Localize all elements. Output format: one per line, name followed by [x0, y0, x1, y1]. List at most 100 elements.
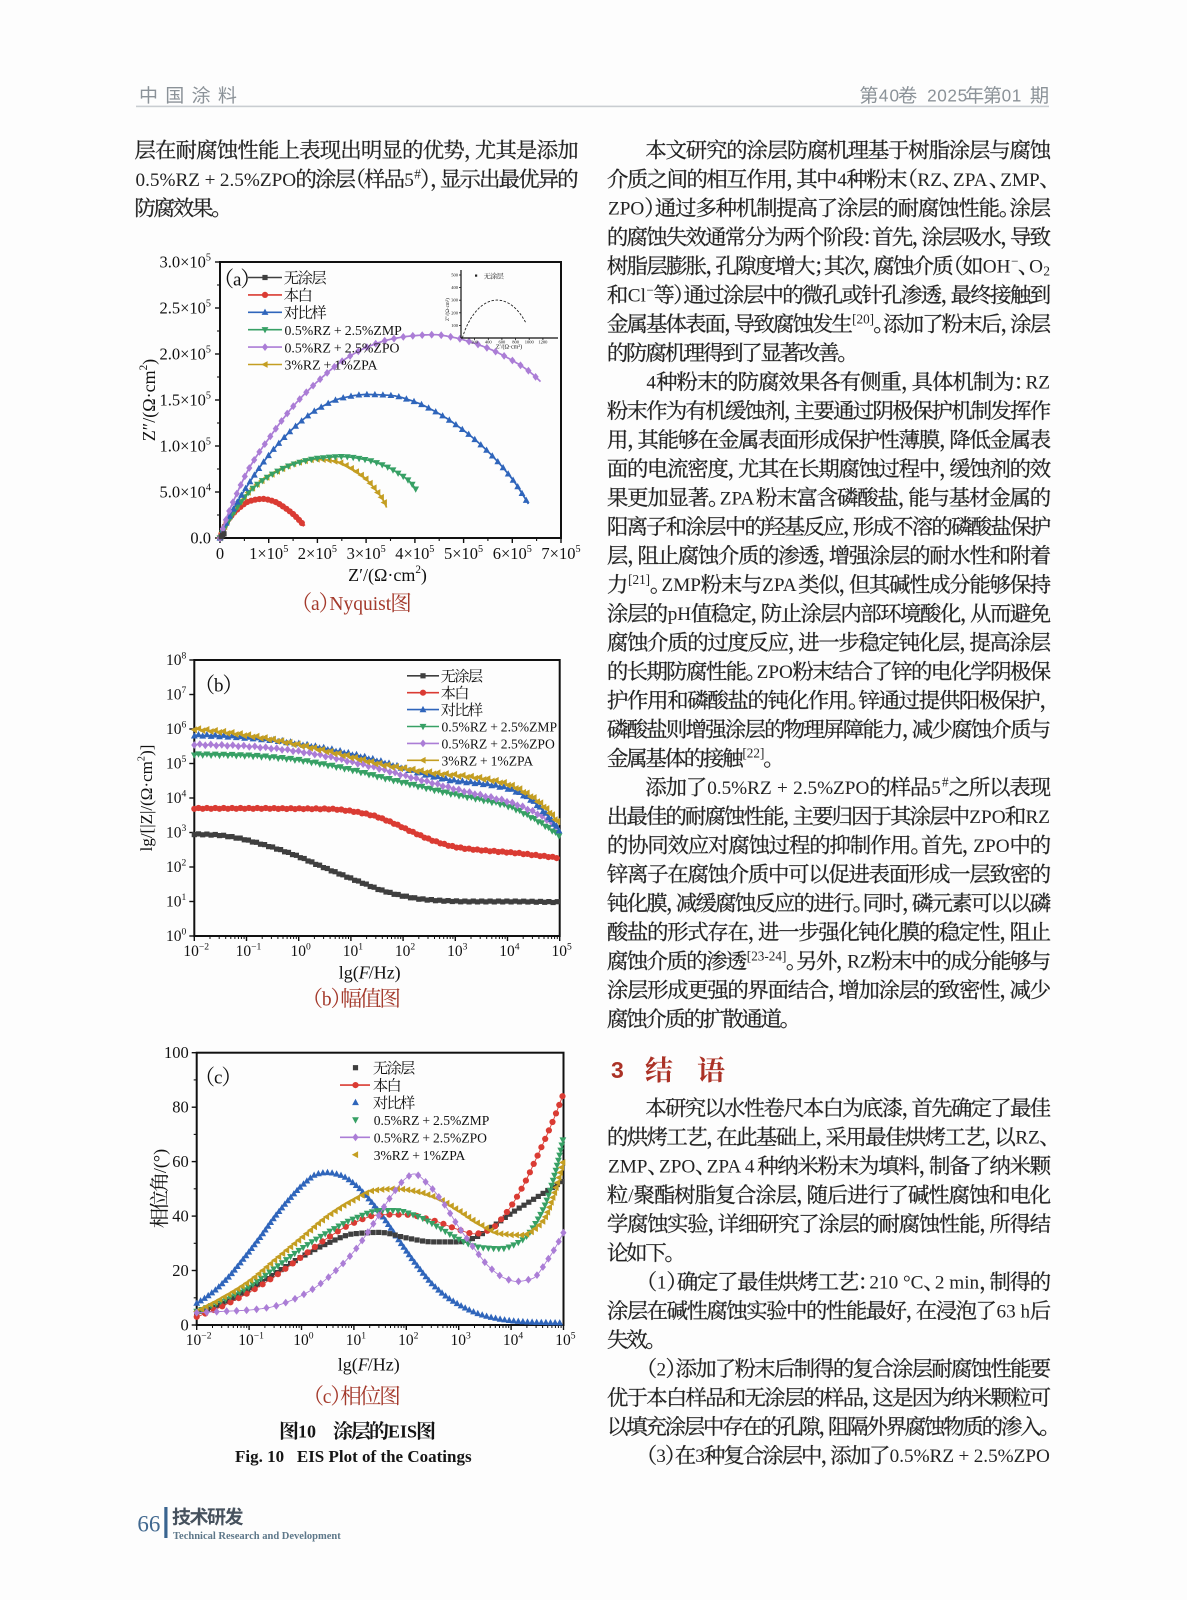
svg-text:2.5%ZPO: 2.5%ZPO	[974, 1446, 1050, 1467]
svg-text:2: 2	[1043, 263, 1050, 278]
svg-text:10: 10	[503, 1332, 519, 1349]
svg-text:4: 4	[182, 789, 187, 800]
svg-text:10: 10	[166, 894, 182, 911]
svg-text:10: 10	[499, 943, 515, 960]
svg-text:6: 6	[182, 720, 187, 731]
svg-text:3.0×10: 3.0×10	[160, 253, 206, 272]
svg-text:10: 10	[552, 943, 568, 960]
svg-text:5: 5	[206, 299, 211, 310]
svg-text:10: 10	[291, 943, 307, 960]
svg-text:5: 5	[571, 1331, 576, 1342]
svg-text:−: −	[647, 282, 654, 297]
svg-text:1.0×10: 1.0×10	[160, 437, 206, 456]
svg-text:3%RZ: 3%RZ	[285, 358, 321, 373]
svg-text:c: c	[214, 1068, 222, 1089]
svg-text:ZPA: ZPA	[720, 488, 755, 509]
svg-text:+: +	[777, 778, 788, 799]
svg-text:2.5%ZMP: 2.5%ZMP	[345, 323, 402, 338]
svg-text:100: 100	[164, 1043, 189, 1062]
svg-text:ZPA: ZPA	[953, 170, 988, 191]
svg-text:3: 3	[656, 1446, 666, 1467]
svg-text:lg/[|Z|/(Ω·cm: lg/[|Z|/(Ω·cm	[137, 761, 156, 851]
svg-text:63 h: 63 h	[997, 1301, 1031, 1322]
svg-text:300: 300	[451, 298, 459, 303]
svg-text:66: 66	[137, 1512, 160, 1537]
svg-text:): )	[421, 565, 427, 586]
svg-text:0: 0	[309, 1331, 314, 1342]
svg-text:01: 01	[1002, 86, 1022, 106]
svg-text:a: a	[311, 594, 320, 615]
svg-text:7: 7	[182, 685, 187, 696]
svg-text:10: 10	[395, 943, 411, 960]
svg-text:5: 5	[206, 391, 211, 402]
svg-text:RZ: RZ	[917, 170, 942, 191]
svg-text:10: 10	[166, 790, 182, 807]
svg-text:0.5%RZ: 0.5%RZ	[374, 1113, 420, 1128]
svg-text:#: #	[942, 775, 949, 790]
svg-text:2: 2	[415, 564, 421, 576]
svg-text:ZMP: ZMP	[662, 575, 701, 596]
svg-text:0.5%RZ: 0.5%RZ	[707, 778, 772, 799]
svg-text:10: 10	[166, 825, 182, 842]
svg-text:10: 10	[298, 1421, 316, 1441]
svg-text:0.5%RZ: 0.5%RZ	[136, 170, 201, 191]
svg-text:2.0×10: 2.0×10	[160, 345, 206, 364]
svg-text:80: 80	[172, 1098, 189, 1117]
svg-text:1×10: 1×10	[249, 544, 283, 563]
svg-text:ZPO: ZPO	[757, 662, 793, 683]
svg-text:5: 5	[527, 544, 532, 555]
svg-text:/Hz): /Hz)	[368, 1355, 400, 1376]
svg-text:#: #	[414, 167, 421, 182]
svg-text:10: 10	[451, 1332, 467, 1349]
svg-text:3×10: 3×10	[347, 544, 381, 563]
svg-text:+: +	[412, 1148, 420, 1163]
svg-text:500: 500	[451, 273, 459, 278]
svg-text:800: 800	[512, 340, 520, 345]
svg-text:5: 5	[931, 778, 941, 799]
svg-text:[21]: [21]	[628, 572, 650, 587]
svg-text:+: +	[422, 1113, 430, 1128]
svg-text:5: 5	[576, 544, 581, 555]
svg-text:200: 200	[471, 340, 479, 345]
svg-text:+: +	[334, 340, 342, 355]
svg-text:ZMP: ZMP	[608, 1157, 647, 1178]
svg-text:3%RZ: 3%RZ	[442, 753, 478, 768]
svg-text:−1: −1	[254, 1331, 264, 1342]
svg-text:4: 4	[206, 483, 211, 494]
svg-text:10: 10	[166, 859, 182, 876]
svg-text:b: b	[322, 989, 332, 1010]
svg-text:10: 10	[166, 928, 182, 945]
svg-text:10: 10	[293, 1332, 309, 1349]
svg-text:Z′/(Ω·cm: Z′/(Ω·cm	[348, 565, 415, 586]
svg-text:40: 40	[172, 1207, 189, 1226]
svg-text:100: 100	[451, 323, 459, 328]
svg-text:Z′/(Ω·cm²): Z′/(Ω·cm²)	[496, 344, 522, 351]
svg-text:lg(: lg(	[338, 1355, 358, 1376]
svg-text:1: 1	[361, 1331, 366, 1342]
svg-text:lg(: lg(	[339, 962, 359, 983]
svg-text:1000: 1000	[525, 340, 535, 345]
svg-text:2: 2	[136, 756, 147, 761]
svg-text:5: 5	[206, 253, 211, 264]
svg-text:10: 10	[343, 943, 359, 960]
svg-text:7×10: 7×10	[541, 544, 575, 563]
svg-text:4: 4	[515, 942, 520, 953]
svg-text:2: 2	[410, 942, 415, 953]
svg-text:2.5%ZPO: 2.5%ZPO	[793, 778, 869, 799]
svg-text:0.5%RZ: 0.5%RZ	[442, 737, 488, 752]
svg-text:[23-24]: [23-24]	[747, 948, 787, 963]
svg-text:40: 40	[879, 86, 901, 106]
svg-text:−: −	[1011, 253, 1018, 268]
svg-text:ZPA: ZPA	[762, 575, 797, 596]
svg-text:): )	[139, 359, 160, 365]
svg-text:10: 10	[398, 1332, 414, 1349]
svg-text:5: 5	[404, 170, 414, 191]
svg-text:Fig. 10 EIS Plot of the Coat: Fig. 10 EIS Plot of the Coatings	[235, 1447, 472, 1466]
svg-text:8: 8	[182, 651, 187, 662]
svg-text:10: 10	[236, 943, 252, 960]
svg-text:+: +	[959, 1446, 970, 1467]
svg-text:600: 600	[499, 340, 507, 345]
svg-text:5: 5	[182, 754, 187, 765]
svg-text:10: 10	[166, 687, 182, 704]
svg-text:2.5%ZPO: 2.5%ZPO	[345, 340, 400, 355]
